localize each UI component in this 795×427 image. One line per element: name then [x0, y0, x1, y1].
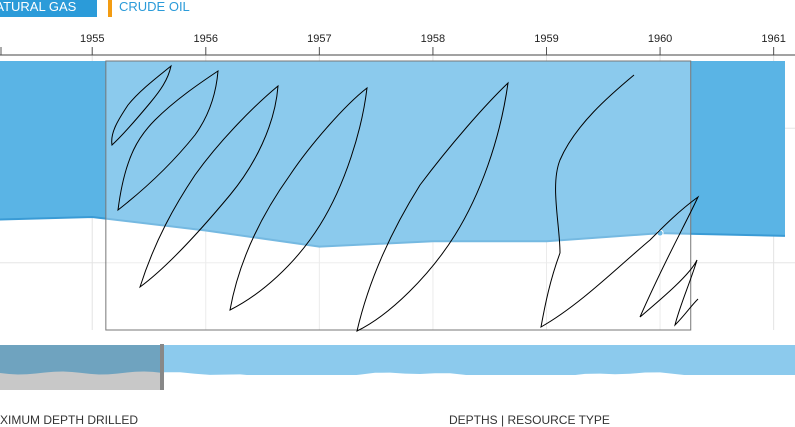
scribble-stroke	[540, 74, 700, 328]
tab-crude-oil[interactable]: CRUDE OIL	[119, 0, 190, 14]
scribble-stroke	[139, 84, 279, 289]
area-fill	[0, 61, 785, 247]
x-tick-label: 1956	[194, 33, 218, 45]
scribble-stroke	[356, 81, 509, 332]
tab-natural-gas[interactable]: NATURAL GAS	[0, 0, 97, 17]
selection-overlay[interactable]	[105, 60, 692, 331]
selection-rectangle[interactable]	[105, 60, 692, 331]
navigator-baseline	[0, 372, 795, 392]
navigator-handle[interactable]	[160, 344, 164, 390]
area-series	[0, 61, 786, 248]
navigator-selected-area	[0, 371, 162, 390]
tab-crude-oil-marker	[108, 0, 112, 17]
scribble-stroke	[229, 86, 368, 311]
scribble-stroke	[117, 70, 219, 212]
hand-drawn-scribble	[111, 64, 700, 332]
x-tick-label: 1955	[80, 33, 104, 45]
x-tick-label: 1958	[421, 33, 445, 45]
x-tick-label: 1960	[648, 33, 672, 45]
navigator-selected-window[interactable]	[0, 345, 162, 375]
x-tick-label: 1957	[307, 33, 331, 45]
area-line	[0, 216, 786, 248]
footer-depths-resource-label: DEPTHS | RESOURCE TYPE	[449, 413, 610, 427]
footer-max-depth-label: MAXIMUM DEPTH DRILLED	[0, 413, 139, 427]
scribble-stroke	[111, 64, 172, 146]
resource-tabs: NATURAL GAS CRUDE OIL	[0, 0, 795, 18]
x-tick-label: 1961	[761, 33, 785, 45]
range-navigator[interactable]	[0, 342, 795, 392]
depth-area-chart[interactable]: 1955 1956 1957 1958 1959 1960 1961	[0, 25, 795, 335]
navigator-series	[0, 344, 795, 392]
x-tick-label: 1959	[534, 33, 558, 45]
